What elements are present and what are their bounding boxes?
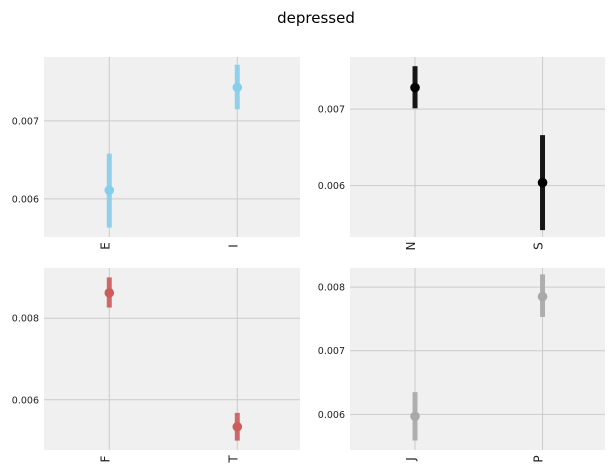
y-tick-label: 0.006	[318, 410, 345, 421]
plot-background	[350, 57, 605, 237]
figure-title: depressed	[277, 9, 355, 27]
y-tick-label: 0.006	[12, 194, 39, 205]
x-tick-label: S	[532, 242, 546, 250]
data-point	[537, 291, 548, 302]
x-tick-label: T	[226, 455, 240, 464]
data-point	[104, 185, 115, 196]
y-tick-label: 0.008	[318, 283, 345, 294]
data-point	[410, 82, 420, 93]
data-point	[232, 421, 243, 432]
plot-background	[44, 268, 300, 450]
data-point	[104, 288, 115, 298]
x-tick-label: N	[404, 242, 418, 251]
x-tick-label: P	[532, 455, 546, 462]
x-tick-label: F	[98, 455, 112, 462]
data-point	[410, 411, 420, 422]
data-point	[232, 82, 243, 93]
chart-panel-2: 0.006 0.007 N S	[318, 57, 605, 250]
plot-background	[44, 57, 300, 237]
y-tick-label: 0.007	[318, 346, 345, 357]
chart-panel-3: 0.006 0.008 F T	[12, 268, 300, 464]
y-tick-label: 0.008	[12, 314, 39, 325]
x-tick-label: I	[226, 244, 240, 248]
chart-panel-1: 0.006 0.007 E I	[12, 57, 300, 250]
data-point	[537, 177, 548, 188]
y-tick-label: 0.006	[318, 181, 345, 192]
y-tick-label: 0.006	[12, 395, 39, 406]
y-tick-label: 0.007	[12, 116, 39, 127]
plot-background	[350, 268, 605, 450]
y-tick-label: 0.007	[318, 105, 345, 116]
x-tick-label: J	[404, 457, 418, 462]
chart-panel-4: 0.006 0.007 0.008 J P	[318, 268, 605, 463]
x-tick-label: E	[98, 242, 112, 250]
